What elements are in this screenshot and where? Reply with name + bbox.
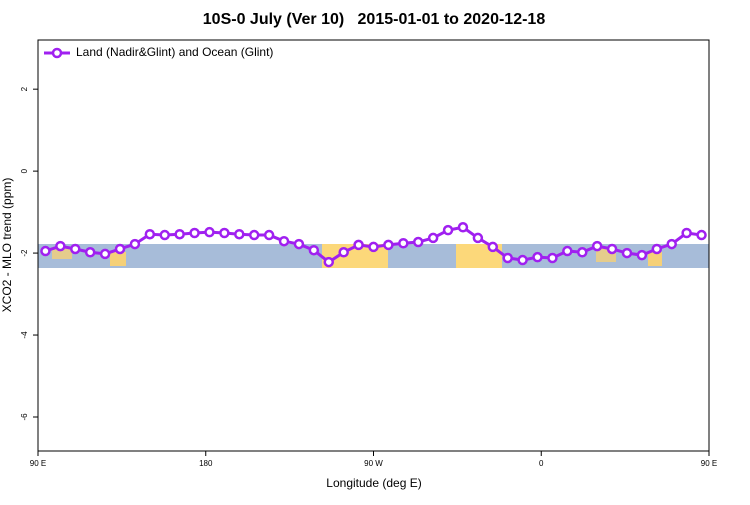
- point: [532, 251, 543, 263]
- point: [368, 241, 379, 253]
- point: [114, 243, 126, 255]
- point: [636, 249, 648, 261]
- point: [412, 236, 424, 248]
- y-tick-label: 0: [20, 168, 29, 173]
- point: [517, 254, 528, 266]
- point: [129, 238, 141, 250]
- point: [338, 247, 349, 258]
- point: [174, 228, 185, 240]
- point: [204, 226, 215, 238]
- legend-marker: [51, 47, 63, 59]
- point: [442, 224, 454, 236]
- point: [159, 229, 170, 241]
- y-axis-label: XCO2 - MLO trend (ppm): [0, 178, 14, 313]
- point: [219, 227, 230, 239]
- point: [323, 256, 335, 268]
- x-axis-label: Longitude (deg E): [326, 476, 421, 490]
- point: [55, 240, 66, 252]
- legend-label: Land (Nadir&Glint) and Ocean (Glint): [76, 45, 273, 59]
- x-tick-label: 180: [199, 459, 213, 468]
- point: [562, 245, 573, 257]
- x-tick-label: 0: [539, 459, 544, 468]
- point: [308, 244, 320, 256]
- point: [248, 229, 260, 241]
- chart-title: 10S-0 July (Ver 10) 2015-01-01 to 2020-1…: [203, 11, 546, 28]
- point: [547, 252, 558, 264]
- y-tick-label: -2: [20, 249, 29, 257]
- point: [457, 222, 469, 233]
- point: [398, 237, 409, 249]
- point: [40, 245, 51, 257]
- point: [577, 247, 588, 258]
- point: [293, 238, 305, 250]
- point: [651, 243, 663, 255]
- x-tick-label: 90 E: [30, 459, 46, 468]
- point: [84, 247, 96, 258]
- point: [621, 247, 633, 259]
- point: [383, 239, 394, 251]
- point: [263, 229, 275, 241]
- point: [427, 232, 439, 244]
- y-tick-label: -4: [20, 331, 29, 339]
- point: [502, 252, 513, 264]
- point: [606, 243, 618, 255]
- point: [696, 229, 707, 241]
- point: [234, 228, 245, 240]
- y-tick-label: 2: [20, 86, 29, 91]
- point: [70, 243, 81, 255]
- point: [189, 227, 200, 239]
- x-tick-label: 90 W: [364, 459, 383, 468]
- point: [681, 227, 692, 239]
- point: [591, 240, 603, 252]
- point: [487, 241, 499, 253]
- point: [666, 238, 677, 250]
- y-tick-label: -6: [20, 413, 29, 421]
- point: [278, 235, 290, 247]
- point: [99, 248, 111, 260]
- point: [144, 228, 156, 240]
- point: [353, 239, 364, 251]
- x-tick-label: 90 E: [701, 459, 717, 468]
- point: [472, 232, 484, 244]
